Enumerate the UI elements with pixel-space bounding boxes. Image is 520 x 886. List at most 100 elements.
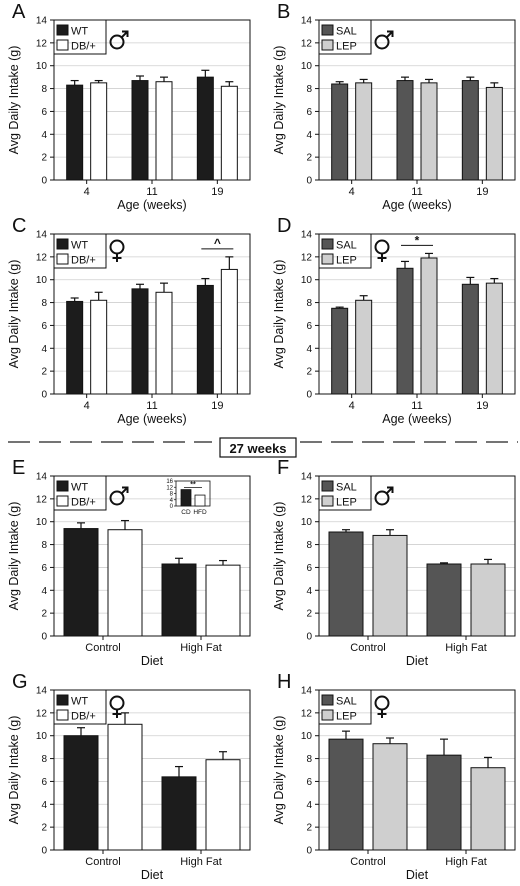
legend-swatch-f-1 xyxy=(321,495,334,507)
inset-y-tick-label: 0 xyxy=(170,504,174,510)
y-tick-label-e: 8 xyxy=(41,540,47,551)
female-symbol-icon-h xyxy=(374,695,390,718)
y-axis-label-g: Avg Daily Intake (g) xyxy=(7,716,21,825)
male-symbol-arrow-head xyxy=(122,30,129,37)
female-symbol-circle xyxy=(109,695,125,711)
x-axis-label-g: Diet xyxy=(141,868,164,882)
legend-box-g xyxy=(53,689,107,725)
y-tick-label-g: 12 xyxy=(36,708,48,719)
y-tick-label-b: 14 xyxy=(301,16,313,27)
y-tick-label-f: 10 xyxy=(301,517,313,528)
legend-label-d-0: SAL xyxy=(336,240,357,252)
legend-label-e-1: DB/+ xyxy=(71,497,96,509)
y-tick-label-d: 2 xyxy=(306,367,312,378)
bar-b-sal-1 xyxy=(396,80,414,181)
bar-g-wt-1 xyxy=(161,776,197,851)
panel-g: G 0 2 4 6 8 10 12 14 Control High Fat Diet Avg Daily… xyxy=(7,671,251,882)
y-tick-label-g: 4 xyxy=(41,800,47,811)
y-tick-label-g: 6 xyxy=(41,777,47,788)
inset-frame xyxy=(175,480,211,507)
x-tick-label-h: High Fat xyxy=(445,856,487,868)
y-tick-label-c: 8 xyxy=(41,298,47,309)
y-tick-label-h: 4 xyxy=(306,800,312,811)
inset-y-tick-label: 4 xyxy=(170,498,174,504)
legend-swatch-e-0 xyxy=(56,480,69,492)
y-tick-label-b: 4 xyxy=(306,130,312,141)
y-tick-label-c: 4 xyxy=(41,344,47,355)
y-tick-label-d: 12 xyxy=(301,252,313,263)
bar-d-lep-1 xyxy=(420,257,438,395)
y-tick-label-d: 14 xyxy=(301,230,313,241)
legend-swatch-b-1 xyxy=(321,39,334,51)
x-tick-label-g: Control xyxy=(85,856,120,868)
legend-swatch-h-1 xyxy=(321,709,334,721)
bar-f-lep-1 xyxy=(470,563,506,637)
bar-f-sal-0 xyxy=(328,531,364,637)
legend-label-c-0: WT xyxy=(71,240,88,252)
legend-label-f-0: SAL xyxy=(336,482,357,494)
significance-marker-c: ^ xyxy=(214,236,221,250)
bar-b-sal-2 xyxy=(461,80,479,181)
legend-swatch-a-0 xyxy=(56,24,69,36)
y-tick-label-b: 10 xyxy=(301,61,313,72)
y-tick-label-a: 2 xyxy=(41,153,47,164)
bar-b-sal-0 xyxy=(331,83,349,181)
section-divider: 27 weeks xyxy=(8,437,518,458)
panel-letter-d: D xyxy=(277,215,291,237)
y-tick-label-a: 6 xyxy=(41,107,47,118)
x-tick-label-b: 4 xyxy=(349,186,355,198)
male-symbol-arrow-head xyxy=(387,30,394,37)
y-tick-label-g: 2 xyxy=(41,823,47,834)
legend-swatch-g-1 xyxy=(56,709,69,721)
legend-swatch-f-0 xyxy=(321,480,334,492)
x-tick-label-d: 11 xyxy=(411,400,422,412)
legend-box-a xyxy=(53,19,107,55)
panel-e: E 0 2 4 6 8 10 12 14 Control High Fat Diet Avg Daily… xyxy=(7,457,251,668)
y-tick-label-h: 0 xyxy=(306,846,312,857)
legend-swatch-g-0 xyxy=(56,694,69,706)
panels-layer: A 0 2 4 6 8 10 12 14 4 11 19 Age (weeks) Avg Daily In… xyxy=(7,1,516,882)
y-tick-label-d: 0 xyxy=(306,390,312,401)
bar-b-lep-0 xyxy=(355,82,373,181)
inset-x-tick-label-0: CD xyxy=(181,509,191,516)
inset-bar-0 xyxy=(180,489,192,507)
x-tick-label-a: 11 xyxy=(146,186,157,198)
legend-label-h-1: LEP xyxy=(336,711,357,723)
legend-box-b xyxy=(318,19,372,55)
bar-h-lep-0 xyxy=(372,743,408,851)
bar-e-wt-1 xyxy=(161,563,197,637)
x-tick-label-c: 11 xyxy=(146,400,157,412)
bar-a-wt-1 xyxy=(131,80,149,181)
x-axis-label-a: Age (weeks) xyxy=(117,198,186,212)
y-tick-label-e: 10 xyxy=(36,517,48,528)
legend-label-f-1: LEP xyxy=(336,497,357,509)
legend-label-h-0: SAL xyxy=(336,696,357,708)
panel-d: D 0 2 4 6 8 10 12 14 4 11 19 Age (weeks) Avg Daily In… xyxy=(272,215,516,426)
x-tick-label-a: 19 xyxy=(211,186,223,198)
legend-label-c-1: DB/+ xyxy=(71,255,96,267)
divider-label: 27 weeks xyxy=(229,441,286,456)
y-axis-label-d: Avg Daily Intake (g) xyxy=(272,260,286,369)
legend-label-g-1: DB/+ xyxy=(71,711,96,723)
female-symbol-circle xyxy=(109,239,125,255)
y-tick-label-b: 2 xyxy=(306,153,312,164)
y-tick-label-a: 4 xyxy=(41,130,47,141)
inset-y-tick-label: 8 xyxy=(170,492,174,498)
female-symbol-circle xyxy=(374,239,390,255)
y-tick-label-f: 14 xyxy=(301,472,313,483)
legend-box-d xyxy=(318,233,372,269)
legend-label-d-1: LEP xyxy=(336,255,357,267)
y-tick-label-f: 2 xyxy=(306,609,312,620)
y-tick-label-c: 14 xyxy=(36,230,48,241)
male-symbol-circle xyxy=(109,34,125,50)
legend-label-b-1: LEP xyxy=(336,41,357,53)
y-tick-label-e: 0 xyxy=(41,632,47,643)
bar-c-db-0 xyxy=(90,299,108,395)
y-tick-label-h: 2 xyxy=(306,823,312,834)
y-tick-label-a: 10 xyxy=(36,61,48,72)
x-tick-label-e: Control xyxy=(85,642,120,654)
axes-frame-f xyxy=(318,475,516,637)
y-tick-label-g: 10 xyxy=(36,731,48,742)
bar-a-db-1 xyxy=(155,81,173,181)
